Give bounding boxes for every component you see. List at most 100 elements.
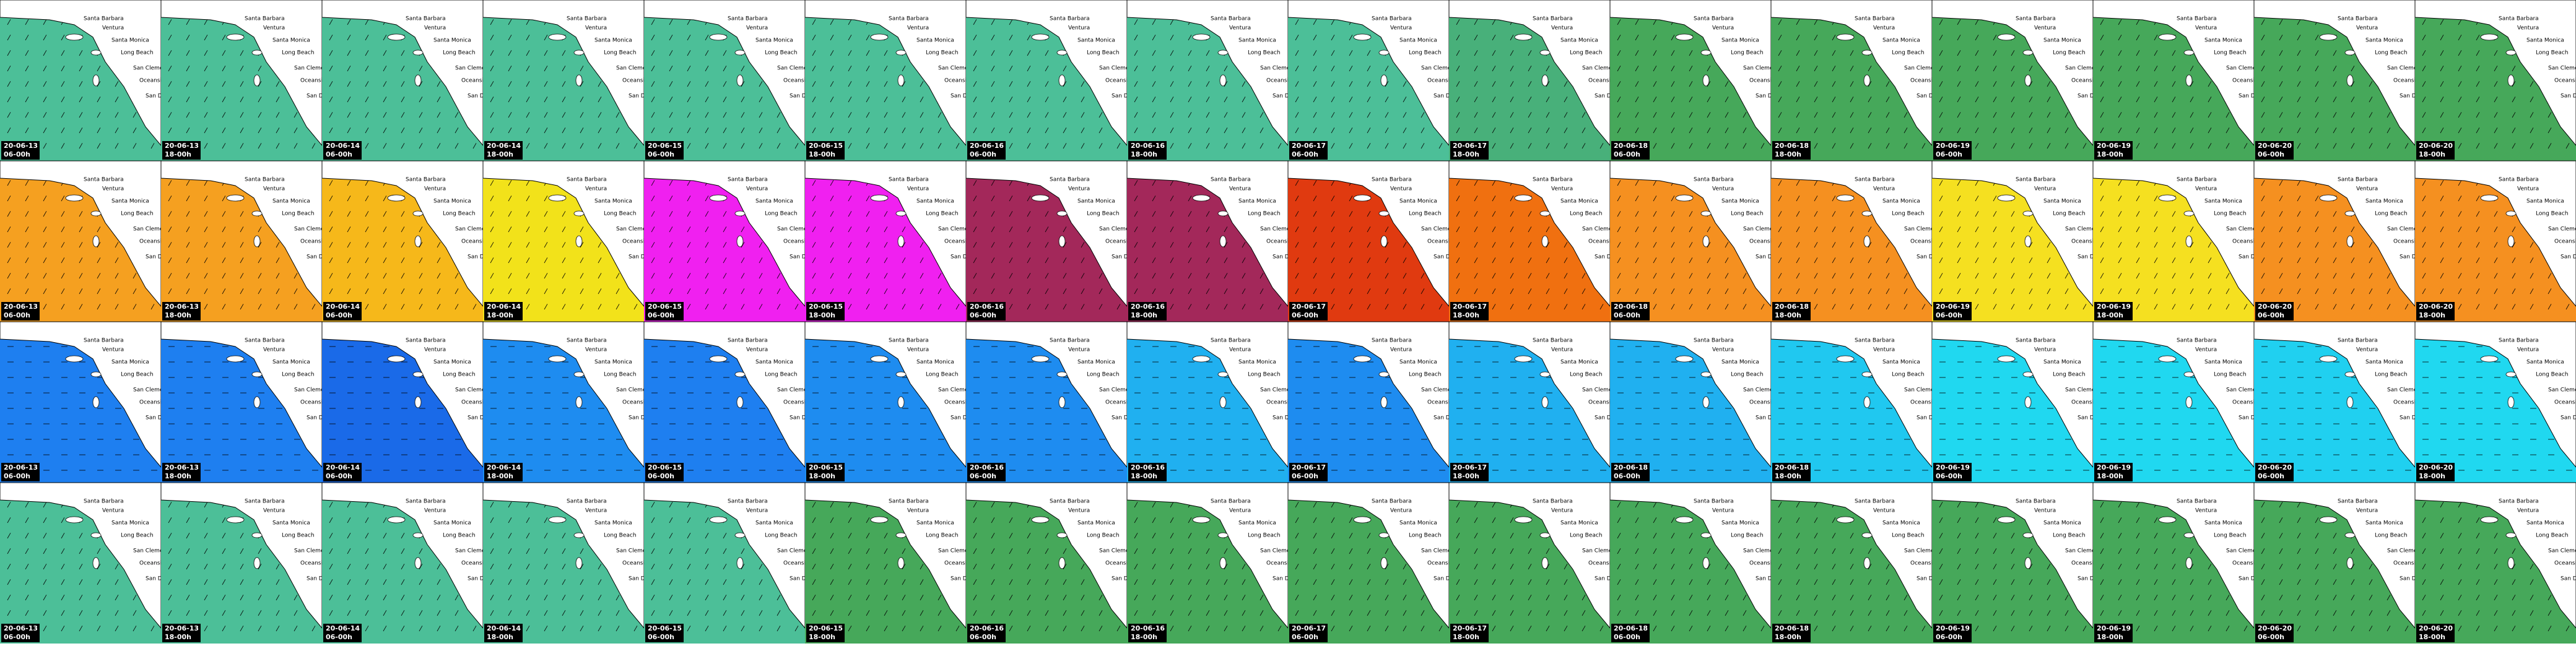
place-label: Ventura: [1390, 347, 1412, 353]
island: [2347, 397, 2353, 408]
island: [871, 34, 888, 40]
place-label: Santa Monica: [2204, 199, 2242, 205]
place-label: Ventura: [2356, 347, 2378, 353]
timestamp-date: 20-06-18: [1775, 303, 1809, 311]
place-label: Ventura: [424, 508, 446, 514]
island: [413, 211, 423, 216]
place-label: Long Beach: [1087, 50, 1120, 56]
timestamp-date: 20-06-18: [1775, 142, 1809, 150]
place-label: Long Beach: [1892, 372, 1925, 378]
timestamp-date: 20-06-20: [2258, 142, 2292, 150]
place-label: Santa Barbara: [2499, 338, 2539, 344]
place-label: Long Beach: [1087, 211, 1120, 217]
island: [1862, 372, 1872, 377]
place-label: Long Beach: [2053, 50, 2086, 56]
place-label: Santa Barbara: [1211, 177, 1251, 183]
timestamp-date: 20-06-17: [1453, 142, 1487, 150]
place-label: Santa Monica: [272, 360, 310, 366]
place-label: Santa Barbara: [2016, 177, 2056, 183]
place-label: Santa Monica: [272, 520, 310, 527]
place-label: Ventura: [1873, 347, 1895, 353]
island: [1703, 75, 1709, 86]
timestamp-date: 20-06-14: [326, 463, 360, 472]
timestamp-time: 18-00h: [1453, 472, 1479, 480]
island: [1540, 50, 1550, 55]
place-label: Ventura: [263, 25, 285, 32]
place-label: Santa Barbara: [1855, 16, 1895, 22]
place-label: Long Beach: [2053, 372, 2086, 378]
place-label: Santa Barbara: [1855, 338, 1895, 344]
island: [1218, 211, 1228, 216]
timestamp-time: 18-00h: [1131, 311, 1157, 319]
island: [1059, 236, 1065, 247]
place-label: Ventura: [746, 186, 768, 192]
place-label: San Diego: [2561, 93, 2576, 100]
timestamp-date: 20-06-17: [1453, 303, 1487, 311]
timestamp-date: 20-06-18: [1775, 463, 1809, 472]
island: [2025, 75, 2031, 86]
island: [2481, 195, 2498, 201]
place-label: Oceanside: [2554, 239, 2576, 245]
island: [2347, 236, 2353, 247]
island: [388, 517, 405, 523]
place-label: Ventura: [2517, 25, 2539, 32]
place-label: Santa Monica: [1560, 38, 1598, 44]
island: [1540, 372, 1550, 377]
timestamp-time: 06-00h: [1614, 150, 1640, 158]
place-label: Long Beach: [1248, 372, 1281, 378]
timestamp-time: 06-00h: [4, 633, 30, 641]
timestamp-time: 18-00h: [2097, 311, 2123, 319]
place-label: Santa Barbara: [728, 338, 768, 344]
place-label: Santa Barbara: [406, 16, 446, 22]
place-label: Long Beach: [604, 211, 637, 217]
place-label: Santa Barbara: [2499, 177, 2539, 183]
island: [1032, 195, 1049, 201]
timestamp-time: 06-00h: [2258, 472, 2284, 480]
place-label: Long Beach: [1409, 50, 1442, 56]
island: [898, 236, 904, 247]
place-label: Ventura: [907, 347, 929, 353]
island: [1379, 50, 1389, 55]
island: [2025, 236, 2031, 247]
place-label: Ventura: [1551, 186, 1573, 192]
place-label: Ventura: [585, 25, 607, 32]
island: [735, 211, 745, 216]
island: [735, 50, 745, 55]
place-label: Santa Monica: [1882, 360, 1920, 366]
island: [2508, 397, 2514, 408]
island: [1864, 236, 1870, 247]
island: [1381, 236, 1387, 247]
island: [1032, 34, 1049, 40]
island: [2159, 34, 2176, 40]
island: [896, 211, 906, 216]
place-label: Santa Barbara: [567, 338, 607, 344]
timestamp-date: 20-06-13: [4, 624, 38, 632]
place-label: Santa Barbara: [84, 16, 124, 22]
timestamp-time: 06-00h: [1936, 311, 1962, 319]
place-label: Santa Barbara: [1050, 177, 1090, 183]
place-label: San Diego: [2561, 254, 2576, 261]
timestamp-date: 20-06-16: [1131, 142, 1165, 150]
island: [2508, 75, 2514, 86]
island: [2508, 236, 2514, 247]
place-label: Santa Barbara: [2177, 16, 2217, 22]
place-label: Long Beach: [443, 211, 476, 217]
timestamp-date: 20-06-17: [1292, 463, 1326, 472]
place-label: Long Beach: [2536, 50, 2569, 56]
island: [549, 34, 566, 40]
place-label: Santa Barbara: [245, 338, 285, 344]
place-label: Santa Monica: [111, 199, 149, 205]
place-label: Ventura: [2034, 347, 2056, 353]
place-label: Santa Monica: [1238, 199, 1276, 205]
timestamp-time: 18-00h: [2097, 150, 2123, 158]
island: [574, 50, 584, 55]
place-label: Ventura: [1712, 186, 1734, 192]
